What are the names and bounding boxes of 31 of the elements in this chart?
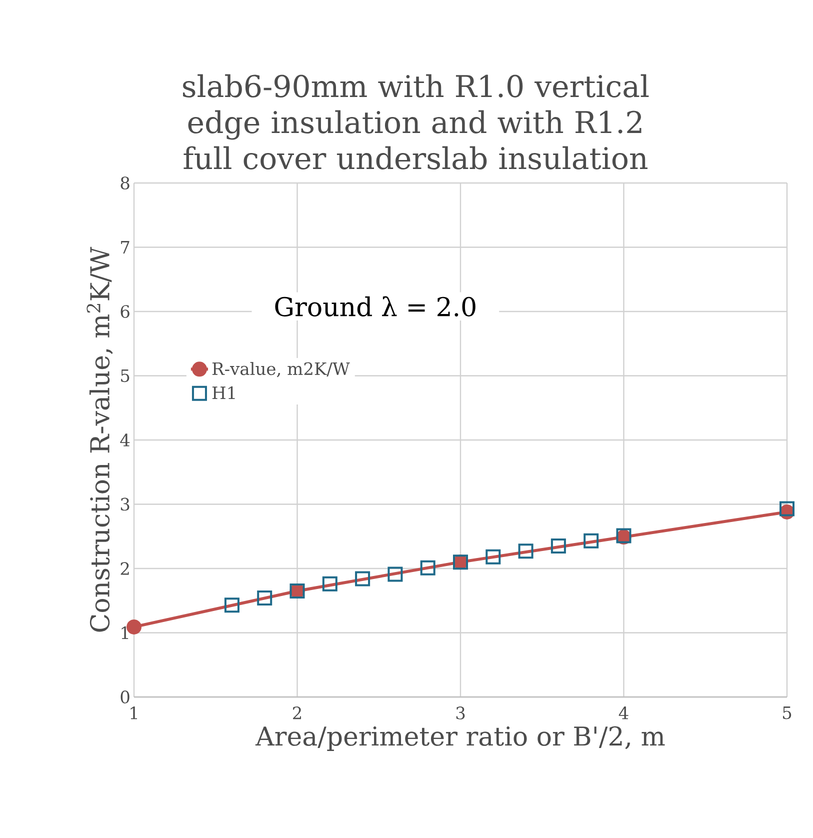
x-tick-label: 4: [618, 706, 628, 720]
y-axis-title: Construction R-value, m$^{2}$K/W: [86, 246, 113, 632]
point: [322, 576, 338, 592]
y-tick-label: 2: [120, 562, 129, 575]
x-tick-label: 3: [456, 706, 465, 720]
point: [779, 501, 794, 516]
y-tick-label: 1: [122, 626, 128, 640]
point: [550, 538, 566, 554]
point: [126, 619, 142, 634]
y-tick-label: 5: [121, 369, 130, 382]
chart-title: slab6-90mm with R1.0 vertical edge insulation and with R1.2 full cover underslab insulation: [183, 74, 649, 170]
point: [388, 566, 403, 582]
y-tick-label: 3: [120, 498, 130, 511]
annotation: Ground λ = 2.0: [275, 296, 476, 316]
x-tick-label: 2: [293, 706, 301, 720]
y-tick-label: 0: [120, 690, 130, 704]
point: [584, 533, 599, 548]
y-tick-label: 7: [121, 241, 130, 254]
point: [518, 544, 534, 559]
point: [420, 560, 436, 576]
y-tick-label: 8: [120, 176, 130, 190]
x-axis-title: Area/perimeter ratio or B'/2, m: [255, 726, 665, 751]
point: [224, 598, 240, 613]
legend-label: R-value, m2K/W: [212, 362, 350, 378]
point: [486, 549, 501, 564]
y-tick-label: 6: [120, 305, 130, 318]
point: [355, 571, 370, 586]
x-tick-label: 5: [783, 706, 792, 720]
legend-label: H1: [212, 386, 235, 399]
y-tick-label: 4: [120, 434, 130, 446]
point: [257, 590, 272, 606]
